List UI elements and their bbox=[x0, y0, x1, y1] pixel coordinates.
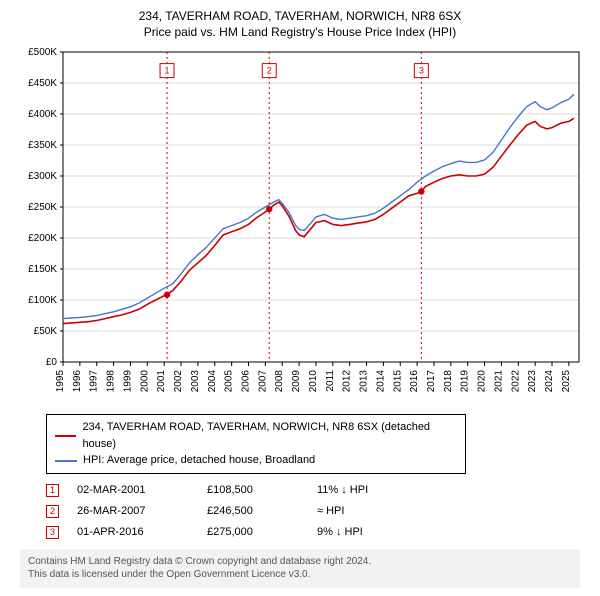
svg-text:£50K: £50K bbox=[34, 326, 58, 337]
sale-price-2: £246,500 bbox=[207, 501, 317, 522]
svg-text:£350K: £350K bbox=[28, 140, 57, 151]
svg-text:2011: 2011 bbox=[325, 370, 336, 392]
sale-marker-3: 3 bbox=[46, 526, 59, 539]
svg-text:2003: 2003 bbox=[190, 370, 201, 393]
svg-text:1995: 1995 bbox=[55, 370, 66, 393]
svg-text:2013: 2013 bbox=[359, 370, 370, 393]
svg-text:1996: 1996 bbox=[72, 370, 83, 393]
sale-date-3: 01-APR-2016 bbox=[77, 522, 207, 543]
svg-text:2000: 2000 bbox=[139, 370, 150, 393]
sale-price-1: £108,500 bbox=[207, 480, 317, 501]
sales-table: 1 02-MAR-2001 £108,500 11% ↓ HPI 2 26-MA… bbox=[46, 480, 580, 543]
svg-text:1: 1 bbox=[165, 66, 170, 76]
svg-text:1998: 1998 bbox=[106, 370, 117, 393]
legend-label-hpi: HPI: Average price, detached house, Broa… bbox=[83, 452, 315, 469]
svg-text:£450K: £450K bbox=[28, 78, 57, 89]
svg-text:2024: 2024 bbox=[544, 370, 555, 393]
svg-text:2010: 2010 bbox=[308, 370, 319, 393]
svg-text:2: 2 bbox=[267, 66, 272, 76]
svg-text:2006: 2006 bbox=[240, 370, 251, 393]
chart: £0 £50K £100K £150K £200K £250K £300K £350K £400… bbox=[13, 46, 587, 406]
sale-marker-2: 2 bbox=[46, 505, 59, 518]
svg-text:£500K: £500K bbox=[28, 47, 57, 58]
sale-row-2: 2 26-MAR-2007 £246,500 ≈ HPI bbox=[46, 501, 580, 522]
sale-marker-1: 1 bbox=[46, 484, 59, 497]
legend-label-property: 234, TAVERHAM ROAD, TAVERHAM, NORWICH, N… bbox=[82, 419, 457, 452]
svg-text:2015: 2015 bbox=[392, 370, 403, 393]
svg-text:2021: 2021 bbox=[493, 370, 504, 393]
sale-note-2: ≈ HPI bbox=[317, 501, 344, 522]
title-block: 234, TAVERHAM ROAD, TAVERHAM, NORWICH, N… bbox=[12, 8, 588, 40]
svg-text:£0: £0 bbox=[46, 357, 58, 368]
legend-swatch-hpi bbox=[55, 460, 77, 462]
svg-text:2019: 2019 bbox=[460, 370, 471, 393]
footer-line2: This data is licensed under the Open Gov… bbox=[28, 568, 572, 582]
svg-text:2022: 2022 bbox=[510, 370, 521, 393]
svg-text:£300K: £300K bbox=[28, 171, 57, 182]
svg-text:2005: 2005 bbox=[224, 370, 235, 393]
sale-note-1: 11% ↓ HPI bbox=[317, 480, 368, 501]
title-subtitle: Price paid vs. HM Land Registry's House … bbox=[12, 24, 588, 40]
svg-text:£400K: £400K bbox=[28, 109, 57, 120]
svg-text:£200K: £200K bbox=[28, 233, 57, 244]
svg-text:2018: 2018 bbox=[443, 370, 454, 393]
sale-price-3: £275,000 bbox=[207, 522, 317, 543]
title-address: 234, TAVERHAM ROAD, TAVERHAM, NORWICH, N… bbox=[12, 8, 588, 24]
legend-swatch-property bbox=[55, 435, 76, 437]
svg-text:£100K: £100K bbox=[28, 295, 57, 306]
sale-date-1: 02-MAR-2001 bbox=[77, 480, 207, 501]
svg-text:2016: 2016 bbox=[409, 370, 420, 393]
sale-note-3: 9% ↓ HPI bbox=[317, 522, 363, 543]
svg-text:2023: 2023 bbox=[527, 370, 538, 393]
svg-text:2009: 2009 bbox=[291, 370, 302, 393]
svg-text:2004: 2004 bbox=[207, 370, 218, 393]
svg-text:2020: 2020 bbox=[477, 370, 488, 393]
chart-svg: £0 £50K £100K £150K £200K £250K £300K £350K £400… bbox=[13, 46, 587, 406]
svg-text:2002: 2002 bbox=[173, 370, 184, 393]
svg-text:2017: 2017 bbox=[426, 370, 437, 393]
footer-line1: Contains HM Land Registry data © Crown c… bbox=[28, 555, 572, 569]
legend: 234, TAVERHAM ROAD, TAVERHAM, NORWICH, N… bbox=[46, 414, 466, 474]
svg-text:2007: 2007 bbox=[257, 370, 268, 393]
svg-text:2025: 2025 bbox=[561, 370, 572, 393]
legend-row-property: 234, TAVERHAM ROAD, TAVERHAM, NORWICH, N… bbox=[55, 419, 457, 452]
svg-text:3: 3 bbox=[419, 66, 424, 76]
page-wrapper: 234, TAVERHAM ROAD, TAVERHAM, NORWICH, N… bbox=[0, 0, 600, 596]
svg-text:2014: 2014 bbox=[375, 370, 386, 393]
sale-row-1: 1 02-MAR-2001 £108,500 11% ↓ HPI bbox=[46, 480, 580, 501]
sale-date-2: 26-MAR-2007 bbox=[77, 501, 207, 522]
svg-text:2008: 2008 bbox=[274, 370, 285, 393]
svg-text:1999: 1999 bbox=[122, 370, 133, 393]
svg-text:£250K: £250K bbox=[28, 202, 57, 213]
legend-row-hpi: HPI: Average price, detached house, Broa… bbox=[55, 452, 457, 469]
svg-text:£150K: £150K bbox=[28, 264, 57, 275]
svg-text:2001: 2001 bbox=[156, 370, 167, 393]
svg-text:1997: 1997 bbox=[89, 370, 100, 393]
footer: Contains HM Land Registry data © Crown c… bbox=[20, 549, 580, 588]
svg-text:2012: 2012 bbox=[342, 370, 353, 393]
sale-row-3: 3 01-APR-2016 £275,000 9% ↓ HPI bbox=[46, 522, 580, 543]
